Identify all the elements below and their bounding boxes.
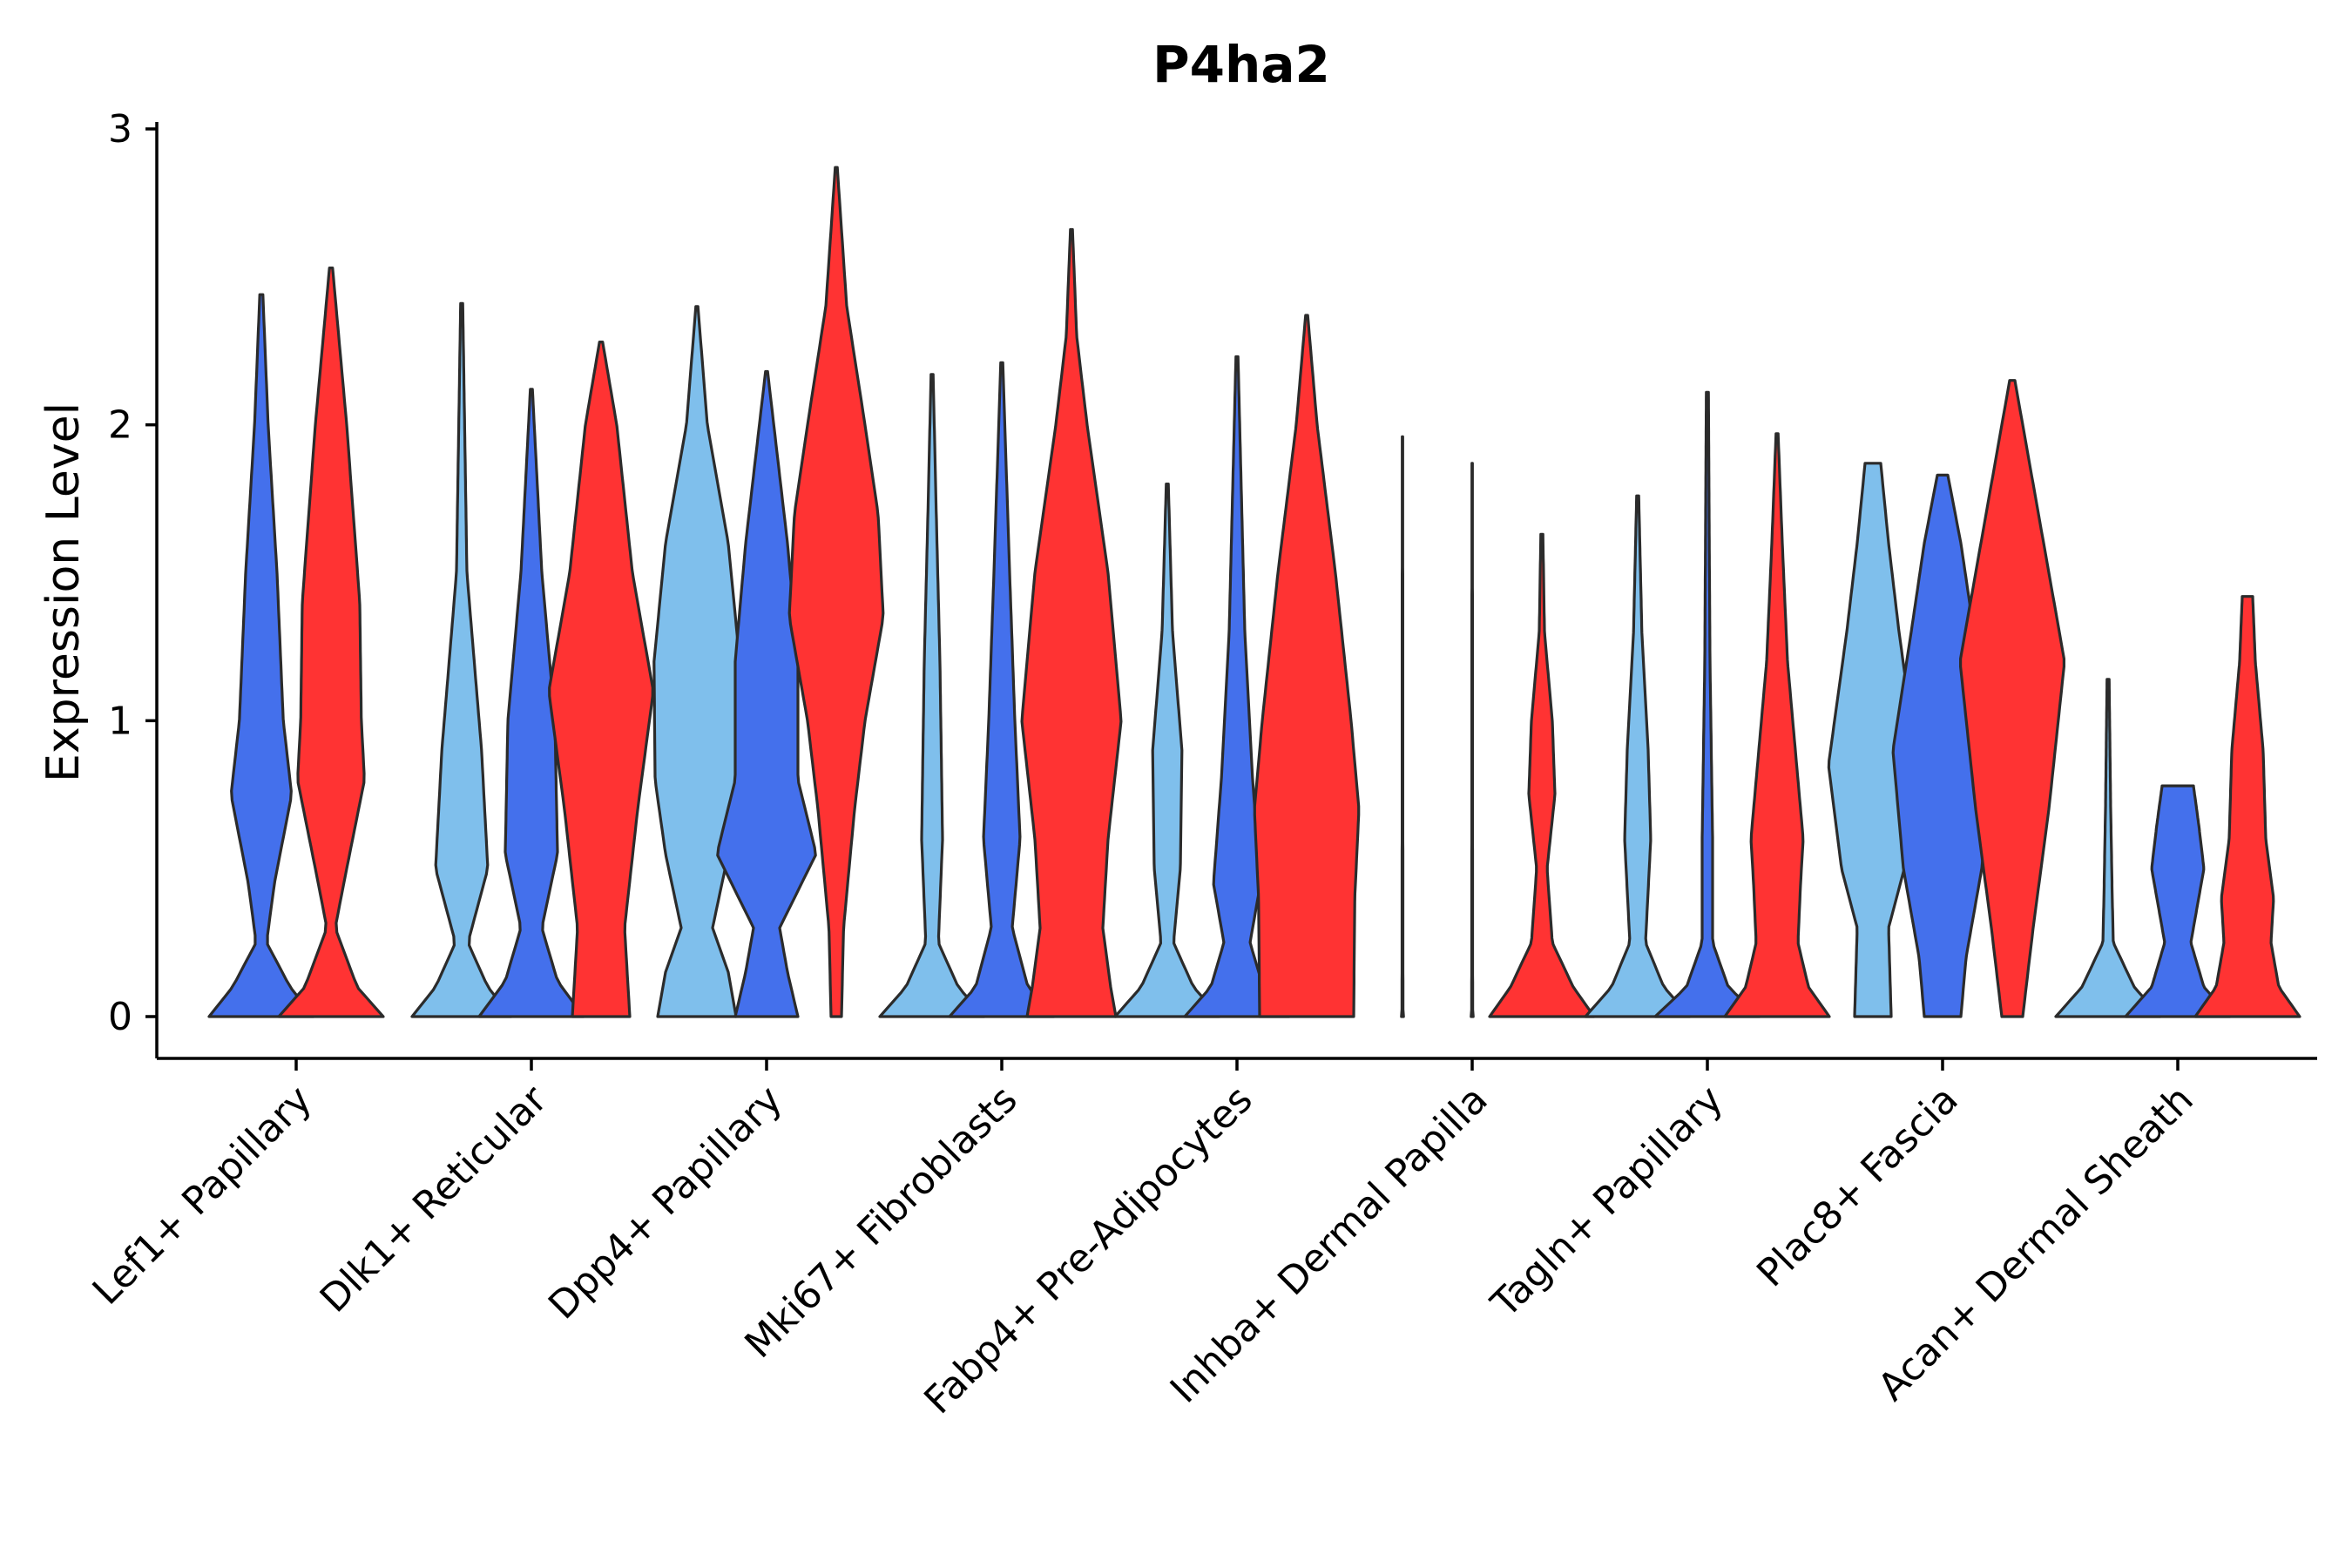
violin-plac8-fascia-3 [1959, 379, 2065, 1018]
x-tick-label-dlk1-reticular: Dlk1+ Reticular [312, 1077, 557, 1321]
violin-fabp4-pre-adipocytes-1 [1113, 483, 1221, 1018]
violin-dlk1-reticular-2 [477, 388, 585, 1018]
violin-mki67-fibroblasts-2 [948, 361, 1056, 1018]
violin-tagln-papillary-1 [1584, 494, 1692, 1018]
violin-acan-dermal-sheath-3 [2193, 595, 2301, 1018]
y-tick-label: 1 [108, 699, 132, 743]
violin-layer [207, 166, 2301, 1018]
y-tick-label: 3 [108, 107, 132, 152]
y-tick-label: 0 [108, 995, 132, 1039]
x-tick-label-plac8-fascia: Plac8+ Fascia [1748, 1078, 1967, 1296]
violin-inhba-dermal-papilla-1 [1400, 435, 1405, 1018]
violin-lef1-papillary-2 [277, 267, 385, 1018]
violin-dpp4-papillary-2 [716, 369, 817, 1018]
violin-fabp4-pre-adipocytes-2 [1183, 355, 1291, 1018]
violin-dpp4-papillary-1 [652, 305, 741, 1018]
violin-tagln-papillary-2 [1653, 390, 1761, 1018]
violin-inhba-dermal-papilla-3 [1488, 532, 1596, 1018]
y-tick-label: 2 [108, 403, 132, 448]
violin-acan-dermal-sheath-2 [2124, 784, 2232, 1018]
violin-lef1-papillary-1 [207, 293, 315, 1018]
violin-dpp4-papillary-3 [787, 166, 885, 1018]
violin-tagln-papillary-3 [1723, 432, 1831, 1018]
violin-dlk1-reticular-1 [410, 301, 513, 1018]
violin-mki67-fibroblasts-3 [1020, 227, 1123, 1018]
x-tick-label-tagln-papillary: Tagln+ Papillary [1483, 1078, 1732, 1327]
y-axis-label: Expression Level [37, 402, 90, 782]
violin-mki67-fibroblasts-1 [878, 373, 986, 1018]
x-tick-label-lef1-papillary: Lef1+ Papillary [84, 1078, 321, 1314]
violin-inhba-dermal-papilla-2 [1470, 462, 1475, 1018]
violin-acan-dermal-sheath-1 [2054, 678, 2162, 1018]
violin-fabp4-pre-adipocytes-3 [1253, 314, 1361, 1018]
x-tick-label-dpp4-papillary: Dpp4+ Papillary [540, 1078, 791, 1328]
chart-title: P4ha2 [1152, 35, 1330, 94]
violin-dlk1-reticular-3 [548, 341, 654, 1018]
